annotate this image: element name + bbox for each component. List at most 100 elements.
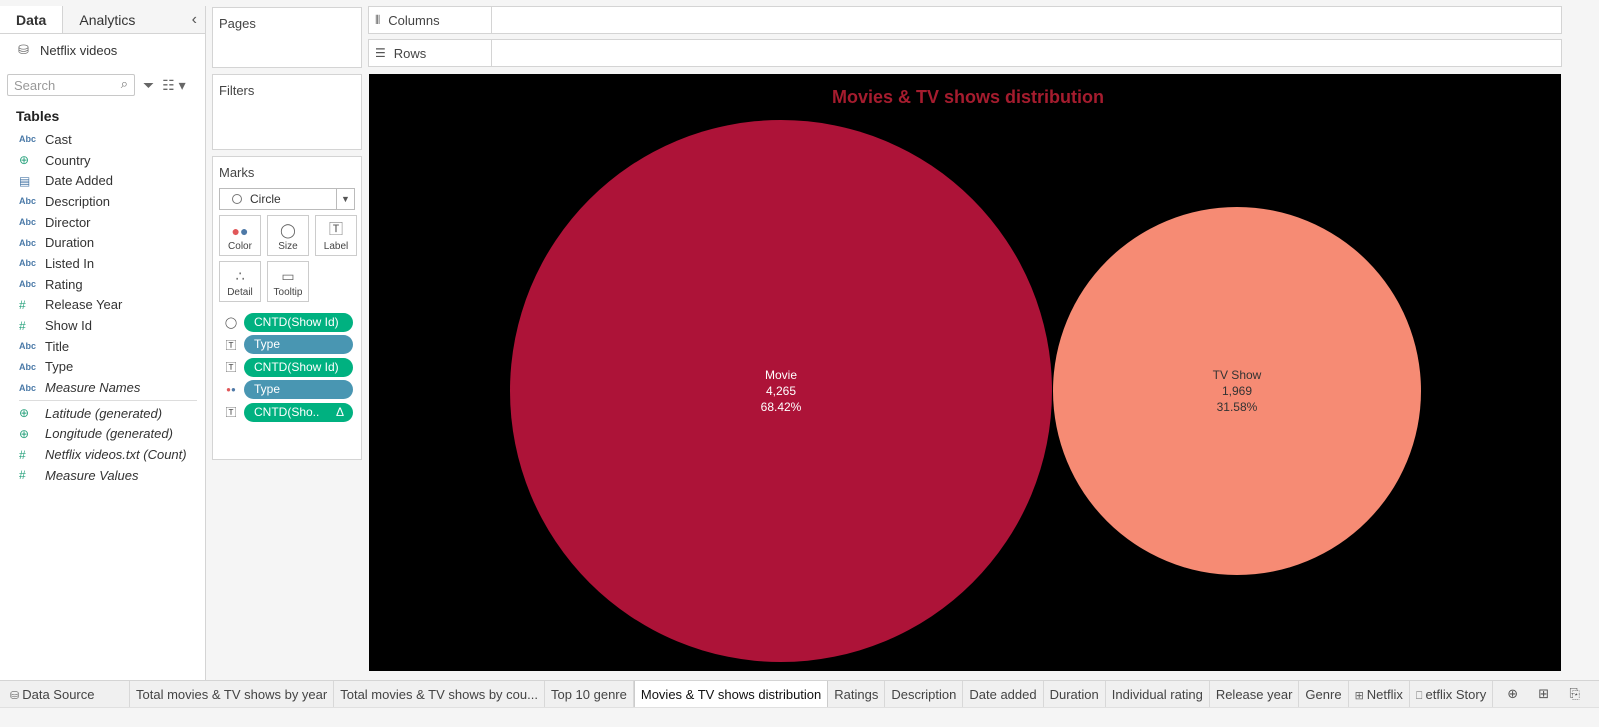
calendar-icon: ▤ [19, 173, 31, 188]
detail-icon: ∴ [235, 268, 245, 284]
field-item[interactable]: Abc Listed In [0, 253, 205, 274]
new-dashboard-icon[interactable]: ⊞ [1538, 686, 1550, 701]
detail-button[interactable]: ∴ Detail [219, 261, 261, 302]
sheet-tab[interactable]: Genre [1299, 681, 1349, 707]
field-item[interactable]: Abc Cast [0, 129, 205, 150]
size-button-label: Size [278, 241, 298, 252]
field-item[interactable]: # Netflix videos.txt (Count) [0, 444, 205, 465]
field-label: Description [45, 193, 111, 209]
sheet-tab[interactable]: ⛁ Data Source [4, 681, 130, 707]
label-encoding-icon[interactable]: 🅃 [225, 339, 237, 352]
sheet-tab[interactable]: Date added [963, 681, 1044, 707]
view-options-icon[interactable]: ☷ ▾ [162, 76, 186, 93]
tab-data[interactable]: Data [0, 6, 64, 33]
field-pill[interactable]: CNTD(Sho.. Δ [244, 402, 353, 422]
chevron-down-icon[interactable]: ▼ [336, 189, 354, 209]
columns-shelf[interactable]: ⦀ Columns [368, 6, 1562, 34]
string-type-icon: Abc [19, 382, 37, 393]
pill-label: CNTD(Sho.. [254, 404, 320, 419]
globe-icon: ⊕ [19, 153, 30, 168]
sheet-tab[interactable]: Top 10 genre [545, 681, 634, 707]
field-item[interactable]: # Release Year [0, 295, 205, 316]
sheet-tab-label: Data Source [22, 687, 95, 702]
field-pill[interactable]: Type [244, 335, 353, 355]
sheet-tab[interactable]: Description [885, 681, 964, 707]
sheet-tab[interactable]: ⊞ Netflix [1349, 681, 1410, 707]
field-item[interactable]: Abc Director [0, 212, 205, 233]
field-item[interactable]: Abc Type [0, 357, 205, 378]
sheet-tab[interactable]: ⎕ etflix Story [1410, 681, 1494, 707]
rows-label: Rows [393, 45, 427, 61]
story-icon: ⎕ [1415, 690, 1423, 702]
sheet-tab[interactable]: Ratings [828, 681, 886, 707]
datasource-label: Netflix videos [40, 42, 118, 58]
marks-pill-row: 🅃 CNTD(Show Id) [223, 356, 361, 379]
rows-shelf[interactable]: ☰ Rows [368, 39, 1562, 67]
field-item[interactable]: Abc Rating [0, 274, 205, 295]
pages-shelf[interactable]: Pages [212, 7, 362, 68]
label-button-label: Label [323, 241, 349, 252]
marks-pills: ◯ CNTD(Show Id) 🅃 Type 🅃 CNTD(Show Id) ●● Type 🅃… [213, 307, 361, 424]
field-label: Measure Names [45, 380, 141, 396]
field-item[interactable]: # Show Id [0, 315, 205, 336]
label-encoding-icon[interactable]: 🅃 [225, 362, 237, 375]
field-item[interactable]: ⊕ Longitude (generated) [0, 424, 205, 445]
datasource-item[interactable]: ⛁ Netflix videos [0, 34, 205, 66]
rows-label-box: ☰ Rows [369, 40, 492, 66]
label-encoding-icon[interactable]: 🅃 [225, 407, 237, 420]
color-button[interactable]: ●● Color [219, 215, 261, 256]
size-encoding-icon[interactable]: ◯ [224, 316, 238, 329]
field-item[interactable]: # Measure Values [0, 465, 205, 486]
field-label: Rating [45, 276, 83, 292]
filter-icon[interactable]: ⏷ [143, 76, 155, 93]
search-input[interactable]: Search ⌕ [7, 74, 135, 96]
filters-shelf[interactable]: Filters [212, 74, 362, 150]
field-item[interactable]: ⊕ Latitude (generated) [0, 403, 205, 424]
pill-label: Type [254, 382, 281, 397]
sheet-tab-bar: ⛁ Data Source Total movies & TV shows by y… [0, 680, 1599, 707]
field-label: Measure Values [45, 467, 139, 483]
field-pill[interactable]: CNTD(Show Id) [244, 357, 353, 377]
color-encoding-icon[interactable]: ●● [226, 385, 236, 395]
detail-button-label: Detail [227, 287, 253, 298]
mark-type-select[interactable]: Circle ▼ [219, 188, 355, 210]
field-item[interactable]: Abc Title [0, 336, 205, 357]
pane-tabs: Data Analytics ‹ [0, 6, 205, 34]
bubble-mark-movie[interactable]: Movie 4,265 68.42% [510, 120, 1052, 662]
sheet-tab-label: Movies & TV shows distribution [640, 687, 822, 702]
chart-title-text: Movies & TV shows distribution [831, 87, 1105, 107]
field-item[interactable]: ⊕ Country [0, 150, 205, 171]
pill-label: CNTD(Show Id) [254, 359, 339, 374]
field-label: Cast [45, 131, 72, 147]
bubble-percent-label: 68.42% [760, 400, 802, 414]
search-placeholder: Search [14, 78, 56, 93]
label-button[interactable]: 🅃 Label [315, 215, 357, 256]
tooltip-button[interactable]: ▭ Tooltip [267, 261, 309, 302]
bubble-mark-tv-show[interactable]: TV Show 1,969 31.58% [1052, 206, 1422, 576]
field-item[interactable]: Abc Duration [0, 232, 205, 253]
sheet-tab[interactable]: Duration [1044, 681, 1106, 707]
field-item[interactable]: Abc Measure Names [0, 377, 205, 398]
marks-card: Marks Circle ▼ ●● Color ◯ Size 🅃 Label ∴… [212, 156, 362, 460]
bubble-name: Movie [764, 368, 797, 382]
globe-icon: ⊕ [19, 426, 30, 441]
sheet-tab-label: Netflix [1366, 687, 1403, 702]
sheet-tab[interactable]: Individual rating [1106, 681, 1210, 707]
tab-analytics[interactable]: Analytics [63, 6, 205, 33]
string-type-icon: Abc [19, 361, 37, 372]
field-pill[interactable]: CNTD(Show Id) [244, 312, 353, 332]
new-story-icon[interactable]: ⎘ [1569, 686, 1580, 701]
chart-canvas: Movies & TV shows distribution Movie 4,26… [369, 74, 1561, 671]
sheet-tab[interactable]: Release year [1210, 681, 1300, 707]
field-item[interactable]: ▤ Date Added [0, 170, 205, 191]
number-type-icon: # [19, 447, 26, 462]
sheet-tab[interactable]: Movies & TV shows distribution [633, 681, 829, 707]
sheet-tab[interactable]: Total movies & TV shows by year [130, 681, 335, 707]
size-button[interactable]: ◯ Size [267, 215, 309, 256]
field-item[interactable]: Abc Description [0, 191, 205, 212]
sheet-tab[interactable]: Total movies & TV shows by cou... [334, 681, 545, 707]
mark-buttons: ●● Color ◯ Size 🅃 Label ∴ Detail ▭ Toolt… [213, 210, 361, 307]
field-pill[interactable]: Type [244, 380, 353, 400]
new-worksheet-icon[interactable]: ⊕ [1507, 686, 1519, 701]
collapse-pane-icon[interactable]: ‹ [191, 11, 197, 28]
